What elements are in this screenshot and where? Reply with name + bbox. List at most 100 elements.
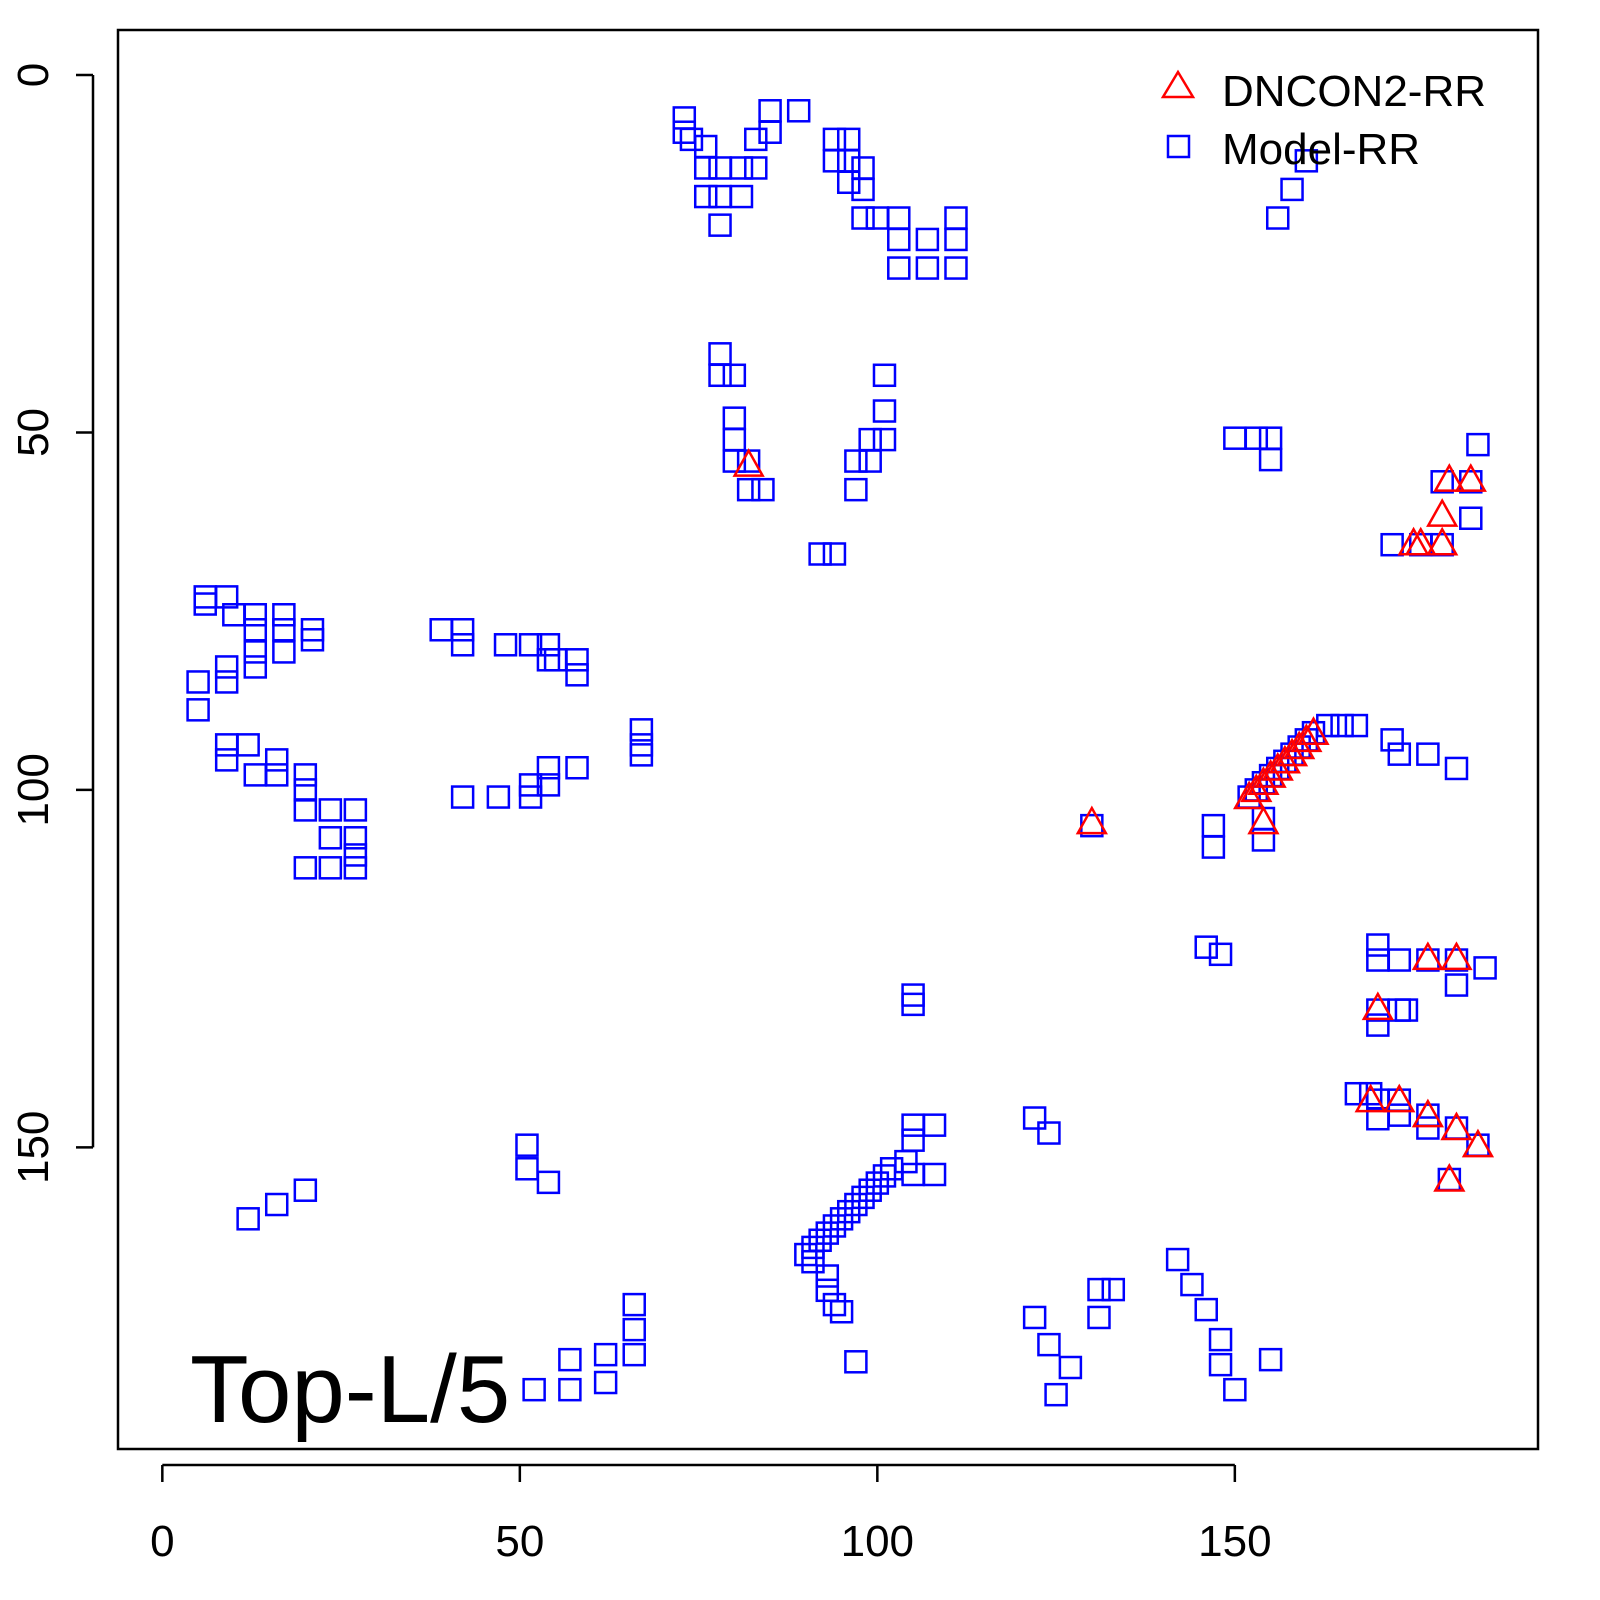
y-tick-label: 150: [9, 1111, 58, 1184]
model-rr-point: [243, 618, 268, 642]
model-rr-point: [1366, 948, 1390, 972]
model-rr-point: [1251, 828, 1276, 852]
model-rr-point: [1194, 1297, 1218, 1322]
model-rr-point: [887, 206, 911, 230]
dncon2-rr-point: [1411, 941, 1445, 971]
dncon2-rr-point: [1361, 991, 1394, 1021]
model-rr-point: [844, 477, 868, 502]
dncon2-rr-point: [1247, 766, 1280, 795]
model-rr-point: [722, 406, 747, 430]
model-rr-point: [236, 733, 260, 757]
model-rr-point: [1280, 177, 1304, 202]
model-rr-point: [1201, 835, 1226, 859]
model-rr-point: [214, 670, 239, 694]
model-rr-point: [693, 134, 718, 159]
legend-square-icon: [1166, 134, 1191, 159]
model-rr-point: [1251, 806, 1276, 831]
model-rr-point: [801, 1249, 825, 1274]
model-rr-point: [593, 1342, 618, 1367]
data-points: [186, 99, 1497, 1407]
model-rr-point: [214, 655, 239, 679]
model-rr-point: [1444, 756, 1469, 781]
model-rr-point: [808, 542, 832, 566]
model-rr-point: [293, 778, 318, 802]
dncon2-rr-point: [1440, 1111, 1473, 1141]
model-rr-point: [708, 213, 732, 237]
model-rr-point: [744, 156, 768, 180]
model-rr-point: [293, 798, 318, 822]
model-rr-point: [722, 427, 747, 452]
model-rr-point: [672, 120, 697, 144]
model-rr-point: [829, 1299, 854, 1324]
model-rr-point: [872, 363, 897, 388]
dncon2-rr-point: [1433, 1162, 1466, 1192]
model-rr-point: [722, 449, 747, 473]
model-rr-point: [708, 342, 732, 366]
model-rr-point: [1258, 426, 1283, 450]
model-rr-point: [243, 603, 268, 627]
model-rr-point: [722, 363, 747, 388]
model-rr-point: [844, 1350, 868, 1374]
model-rr-point: [1208, 1352, 1233, 1377]
dncon2-rr-point: [1433, 463, 1466, 492]
model-rr-point: [1416, 948, 1440, 972]
model-rr-point: [450, 618, 475, 642]
model-rr-point: [1394, 998, 1419, 1022]
model-rr-point: [844, 1192, 868, 1217]
model-rr-point: [1180, 1272, 1204, 1297]
model-rr-point: [858, 427, 882, 452]
model-rr-point: [901, 1162, 925, 1187]
model-rr-point: [543, 648, 568, 672]
x-tick-label: 150: [1198, 1517, 1271, 1566]
model-rr-point: [915, 256, 940, 280]
model-rr-point: [758, 120, 782, 144]
model-rr-point: [744, 127, 768, 152]
model-rr-point: [565, 648, 589, 672]
dncon2-rr-point: [1461, 1128, 1495, 1158]
y-tick-label: 50: [9, 408, 58, 457]
model-rr-point: [822, 1292, 847, 1317]
model-rr-point: [1101, 1277, 1126, 1302]
dncon2-rr-point: [1290, 723, 1323, 753]
model-rr-point: [1022, 1106, 1047, 1130]
model-rr-point: [1416, 742, 1440, 766]
model-rr-point: [829, 1207, 854, 1231]
model-rr-point: [622, 1342, 646, 1367]
model-rr-point: [693, 156, 718, 180]
model-rr-point: [450, 785, 475, 809]
legend-triangle-icon: [1160, 69, 1196, 99]
model-rr-point: [186, 670, 210, 694]
model-rr-point: [808, 1228, 832, 1253]
model-rr-point: [1058, 1355, 1083, 1380]
model-rr-point: [801, 1235, 825, 1260]
model-rr-point: [272, 640, 296, 664]
model-rr-point: [629, 743, 654, 767]
model-rr-point: [708, 363, 732, 388]
model-rr-point: [1265, 206, 1290, 230]
model-rr-point: [558, 1377, 582, 1402]
dncon2-rr-point: [1426, 498, 1459, 527]
model-rr-point: [865, 206, 890, 230]
model-rr-point: [1201, 813, 1226, 838]
model-rr-point: [236, 1207, 260, 1231]
model-rr-point: [944, 206, 968, 230]
model-rr-point: [858, 449, 882, 473]
model-rr-point: [493, 633, 518, 657]
model-rr-point: [887, 256, 911, 280]
model-rr-point: [1037, 1332, 1061, 1357]
model-rr-point: [558, 1347, 582, 1372]
model-rr-point: [1459, 506, 1483, 531]
model-rr-point: [758, 99, 782, 123]
model-rr-point: [1087, 1277, 1111, 1302]
model-rr-point: [815, 1264, 840, 1288]
model-rr-point: [844, 449, 868, 473]
x-tick-label: 100: [841, 1517, 914, 1566]
model-rr-point: [693, 184, 718, 209]
model-rr-point: [901, 1128, 925, 1152]
model-rr-point: [944, 256, 968, 280]
model-rr-point: [822, 149, 847, 173]
model-rr-point: [879, 1157, 904, 1181]
model-rr-point: [293, 763, 318, 787]
model-rr-point: [214, 733, 239, 757]
x-tick-label: 50: [495, 1517, 544, 1566]
